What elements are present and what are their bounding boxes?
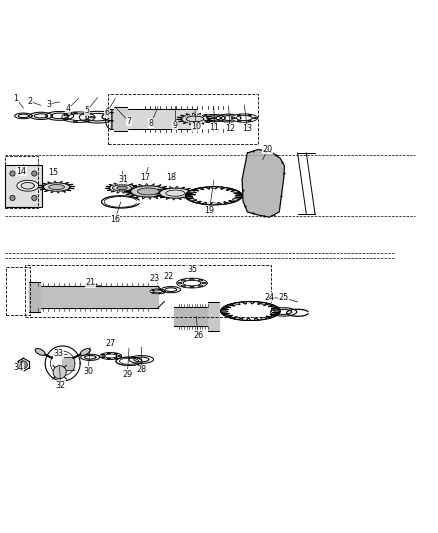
Text: 7: 7 — [126, 117, 131, 126]
Ellipse shape — [159, 188, 191, 198]
Ellipse shape — [212, 117, 216, 119]
Ellipse shape — [10, 171, 15, 176]
Polygon shape — [242, 149, 285, 217]
Text: 35: 35 — [188, 265, 198, 274]
Text: 1: 1 — [14, 94, 18, 103]
Ellipse shape — [113, 185, 132, 191]
Text: 16: 16 — [110, 215, 120, 224]
Text: 12: 12 — [225, 125, 235, 133]
Ellipse shape — [190, 191, 195, 192]
Text: 2: 2 — [28, 97, 33, 106]
Ellipse shape — [131, 186, 166, 197]
Ellipse shape — [235, 318, 240, 319]
Text: 13: 13 — [242, 125, 252, 133]
Ellipse shape — [211, 187, 216, 189]
Text: 25: 25 — [279, 294, 289, 302]
Text: 18: 18 — [166, 173, 176, 182]
Text: 6: 6 — [104, 108, 110, 117]
Text: 21: 21 — [85, 278, 95, 287]
Polygon shape — [46, 111, 74, 120]
Text: 15: 15 — [48, 168, 58, 177]
Text: 14: 14 — [17, 167, 27, 176]
Polygon shape — [129, 356, 153, 364]
Polygon shape — [192, 189, 236, 203]
Polygon shape — [228, 304, 273, 318]
Polygon shape — [177, 278, 207, 288]
Polygon shape — [185, 187, 242, 205]
Text: 19: 19 — [205, 206, 215, 215]
Text: 33: 33 — [53, 349, 64, 358]
Text: 17: 17 — [140, 173, 150, 182]
Ellipse shape — [117, 186, 127, 190]
Polygon shape — [221, 302, 280, 320]
Ellipse shape — [43, 183, 70, 191]
Circle shape — [53, 366, 66, 379]
Polygon shape — [271, 308, 297, 316]
Text: 27: 27 — [106, 340, 116, 348]
Ellipse shape — [211, 203, 216, 205]
Polygon shape — [231, 114, 258, 122]
Text: 26: 26 — [193, 330, 203, 340]
Text: 3: 3 — [46, 100, 51, 109]
Polygon shape — [14, 113, 32, 119]
Text: 22: 22 — [164, 272, 174, 280]
Ellipse shape — [35, 349, 45, 356]
Polygon shape — [202, 115, 225, 122]
Ellipse shape — [32, 171, 37, 176]
Polygon shape — [161, 287, 180, 293]
Circle shape — [19, 361, 27, 369]
Ellipse shape — [274, 310, 279, 312]
Text: 4: 4 — [66, 104, 71, 113]
Text: 10: 10 — [191, 122, 201, 131]
Text: 9: 9 — [173, 121, 178, 130]
Ellipse shape — [233, 191, 238, 192]
Text: 5: 5 — [85, 106, 90, 115]
Ellipse shape — [32, 195, 37, 200]
Polygon shape — [29, 112, 52, 119]
Polygon shape — [17, 180, 39, 191]
Polygon shape — [100, 352, 122, 359]
Ellipse shape — [235, 303, 240, 304]
Text: 8: 8 — [149, 119, 154, 128]
Ellipse shape — [261, 303, 266, 304]
Ellipse shape — [10, 195, 15, 200]
Polygon shape — [116, 357, 142, 366]
Ellipse shape — [261, 318, 266, 319]
Text: 28: 28 — [137, 366, 147, 375]
Polygon shape — [79, 111, 116, 123]
Text: 30: 30 — [83, 367, 93, 376]
Polygon shape — [216, 114, 241, 122]
Text: 34: 34 — [13, 364, 23, 372]
Ellipse shape — [80, 349, 90, 356]
Text: 24: 24 — [264, 293, 274, 302]
Polygon shape — [81, 354, 100, 360]
Ellipse shape — [233, 199, 238, 200]
Polygon shape — [150, 289, 166, 294]
Ellipse shape — [186, 116, 204, 122]
Text: 32: 32 — [56, 381, 66, 390]
Ellipse shape — [222, 310, 226, 312]
Text: 31: 31 — [119, 175, 129, 184]
Text: 23: 23 — [150, 274, 160, 283]
Text: 11: 11 — [210, 123, 219, 132]
Ellipse shape — [49, 184, 64, 190]
Text: 20: 20 — [263, 145, 273, 154]
Ellipse shape — [138, 188, 159, 195]
Text: 29: 29 — [122, 370, 132, 379]
FancyBboxPatch shape — [5, 165, 42, 207]
Polygon shape — [62, 112, 95, 123]
Ellipse shape — [190, 199, 195, 200]
